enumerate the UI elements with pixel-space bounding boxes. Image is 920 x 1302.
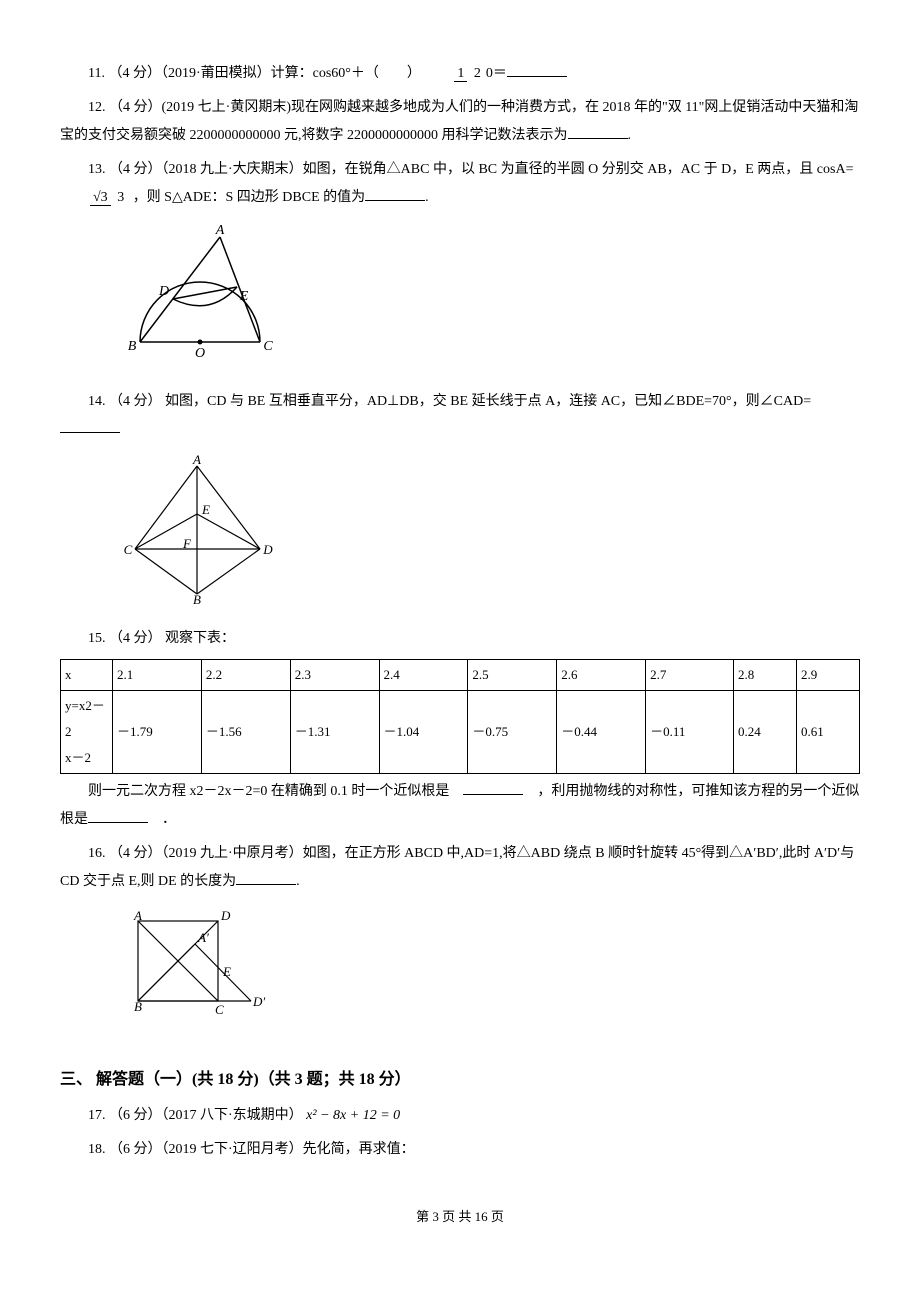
svg-text:A: A <box>215 223 225 238</box>
table-cell-hdr: y=x2－2 x－2 <box>61 691 113 774</box>
rhombus-diagram-icon: A B C D E F <box>120 454 275 604</box>
table-cell: 2.9 <box>796 660 859 691</box>
question-18: 18. （6 分）（2019 七下·辽阳月考）先化简，再求值： <box>60 1136 860 1164</box>
question-15: 15. （4 分） 观察下表： <box>60 625 860 653</box>
q14-text: 14. （4 分） 如图，CD 与 BE 互相垂直平分，AD⊥DB，交 BE 延… <box>88 394 811 409</box>
svg-text:D′: D′ <box>252 994 265 1009</box>
blank <box>88 809 148 823</box>
table-cell: －1.79 <box>113 691 202 774</box>
svg-text:A: A <box>192 454 201 467</box>
q12-trail: . <box>628 128 632 143</box>
question-16: 16. （4 分）（2019 九上·中原月考）如图，在正方形 ABCD 中,AD… <box>60 840 860 896</box>
fraction-half: 1 2 <box>426 66 484 81</box>
svg-text:E: E <box>201 502 210 517</box>
svg-text:C: C <box>124 542 133 557</box>
svg-text:D: D <box>158 284 169 299</box>
table-row: x 2.1 2.2 2.3 2.4 2.5 2.6 2.7 2.8 2.9 <box>61 660 860 691</box>
q18-text: 18. （6 分）（2019 七下·辽阳月考）先化简，再求值： <box>88 1142 415 1157</box>
svg-text:E: E <box>222 964 231 979</box>
table-cell: －1.04 <box>379 691 468 774</box>
question-11: 11. （4 分）（2019·莆田模拟）计算：cos60°＋（ ） 1 2 0＝ <box>60 60 860 88</box>
table-cell: 2.5 <box>468 660 557 691</box>
table-cell: 2.3 <box>290 660 379 691</box>
svg-text:A: A <box>133 908 142 923</box>
question-17: 17. （6 分）（2017 八下·东城期中） x² − 8x + 12 = 0 <box>60 1102 860 1130</box>
q14-figure: A B C D E F <box>120 454 860 615</box>
q16-text: 16. （4 分）（2019 九上·中原月考）如图，在正方形 ABCD 中,AD… <box>60 846 854 889</box>
svg-text:D: D <box>220 908 231 923</box>
svg-text:A′: A′ <box>197 930 209 945</box>
q15-trail: ． <box>148 812 176 827</box>
blank <box>236 871 296 885</box>
table-cell: 2.4 <box>379 660 468 691</box>
q11-text: 11. （4 分）（2019·莆田模拟）计算：cos60°＋（ ） <box>88 66 421 81</box>
table-cell-hdr: x <box>61 660 113 691</box>
table-cell: －1.56 <box>201 691 290 774</box>
table-cell: 2.8 <box>733 660 796 691</box>
table-cell: 0.61 <box>796 691 859 774</box>
table-cell: 2.6 <box>557 660 646 691</box>
svg-text:C: C <box>215 1002 224 1017</box>
table-cell: 0.24 <box>733 691 796 774</box>
svg-text:B: B <box>128 339 137 354</box>
square-rotation-icon: A B C D A′ D′ E <box>120 906 280 1041</box>
q15-text2: 则一元二次方程 x2－2x－2=0 在精确到 0.1 时一个近似根是 <box>88 784 463 799</box>
q11-end: 0＝ <box>486 66 507 81</box>
blank <box>463 781 523 795</box>
q17-label: 17. （6 分）（2017 八下·东城期中） <box>88 1108 303 1123</box>
fraction-sqrt3-3: √3 3 <box>62 190 127 205</box>
table-cell: 2.1 <box>113 660 202 691</box>
table-cell: －0.11 <box>646 691 734 774</box>
table-cell: 2.7 <box>646 660 734 691</box>
q13-figure: A B C D E O <box>120 222 860 378</box>
blank <box>365 187 425 201</box>
q13-text1: 13. （4 分）（2018 九上·大庆期末）如图，在锐角△ABC 中，以 BC… <box>88 162 853 177</box>
svg-text:F: F <box>182 536 192 551</box>
blank <box>568 125 628 139</box>
question-14: 14. （4 分） 如图，CD 与 BE 互相垂直平分，AD⊥DB，交 BE 延… <box>60 388 860 444</box>
question-12: 12. （4 分）(2019 七上·黄冈期末)现在网购越来越多地成为人们的一种消… <box>60 94 860 150</box>
table-cell: －0.44 <box>557 691 646 774</box>
q16-trail: . <box>296 874 300 889</box>
semicircle-triangle-icon: A B C D E O <box>120 222 280 367</box>
section-3-title: 三、 解答题（一）(共 18 分)（共 3 题；共 18 分） <box>60 1064 860 1096</box>
svg-text:C: C <box>263 339 273 354</box>
svg-text:E: E <box>239 289 249 304</box>
table-row: y=x2－2 x－2 －1.79 －1.56 －1.31 －1.04 －0.75… <box>61 691 860 774</box>
blank <box>60 419 120 433</box>
q15-table: x 2.1 2.2 2.3 2.4 2.5 2.6 2.7 2.8 2.9 y=… <box>60 659 860 774</box>
svg-text:B: B <box>134 999 142 1014</box>
q13-trail: . <box>425 190 429 205</box>
table-cell: －1.31 <box>290 691 379 774</box>
q16-figure: A B C D A′ D′ E <box>120 906 860 1052</box>
q13-text2: ，则 S△ADE：S 四边形 DBCE 的值为 <box>133 190 365 205</box>
svg-text:D: D <box>262 542 273 557</box>
page-footer: 第 3 页 共 16 页 <box>60 1204 860 1230</box>
svg-text:O: O <box>195 346 205 361</box>
question-13: 13. （4 分）（2018 九上·大庆期末）如图，在锐角△ABC 中，以 BC… <box>60 156 860 212</box>
q15-label: 15. （4 分） 观察下表： <box>88 631 235 646</box>
blank <box>507 63 567 77</box>
question-15-cont: 则一元二次方程 x2－2x－2=0 在精确到 0.1 时一个近似根是 ，利用抛物… <box>60 778 860 834</box>
q12-text: 12. （4 分）(2019 七上·黄冈期末)现在网购越来越多地成为人们的一种消… <box>60 100 858 143</box>
svg-text:B: B <box>193 592 201 604</box>
table-cell: －0.75 <box>468 691 557 774</box>
table-cell: 2.2 <box>201 660 290 691</box>
q17-formula: x² − 8x + 12 = 0 <box>306 1108 400 1123</box>
